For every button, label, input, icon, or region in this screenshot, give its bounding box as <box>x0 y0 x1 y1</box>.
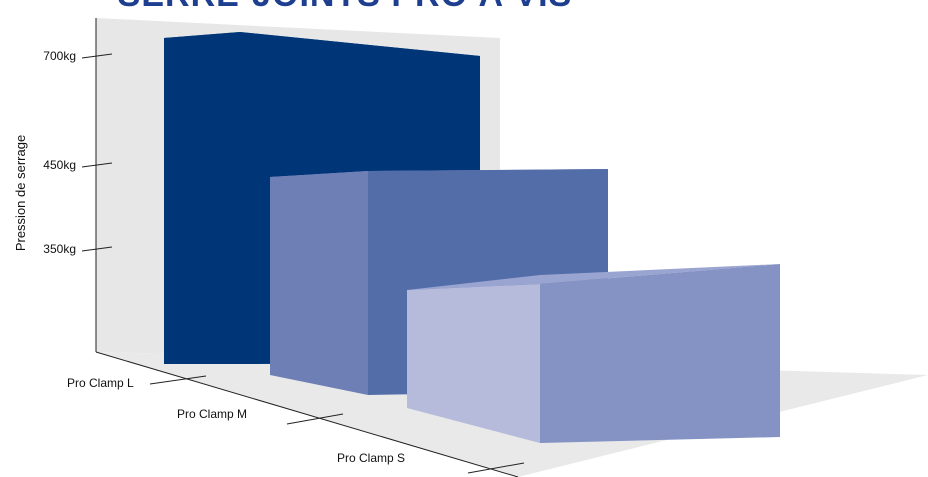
bar-front-face <box>270 171 368 395</box>
y-tick-mark <box>81 53 113 59</box>
y-tick-label: 350kg <box>43 242 76 256</box>
x-tick-mark <box>286 413 344 425</box>
bar-top-face <box>407 264 780 290</box>
y-axis-label: Pression de serrage <box>13 135 28 251</box>
bar-side-face <box>540 264 780 443</box>
category-labels-group: Pro Clamp L Pro Clamp M Pro Clamp S <box>67 376 405 465</box>
bars-group <box>164 32 780 443</box>
bar-pro-clamp-s <box>407 264 780 443</box>
bar-front-face <box>407 284 540 443</box>
y-tick-label: 450kg <box>43 158 76 172</box>
category-label: Pro Clamp M <box>177 407 247 421</box>
category-label: Pro Clamp L <box>67 376 134 390</box>
x-tick-mark <box>149 375 207 385</box>
x-axis-line <box>95 351 519 477</box>
y-tick-mark <box>81 246 113 252</box>
bar-front-face <box>164 32 240 364</box>
y-tick-label: 700kg <box>43 49 76 63</box>
x-tick-mark <box>467 462 525 474</box>
y-ticks-group: 350kg 450kg 700kg <box>43 49 113 256</box>
category-label: Pro Clamp S <box>337 451 405 465</box>
y-tick-mark <box>81 162 113 168</box>
chart-title: SERRE-JOINTS PRO À VIS <box>118 0 573 14</box>
